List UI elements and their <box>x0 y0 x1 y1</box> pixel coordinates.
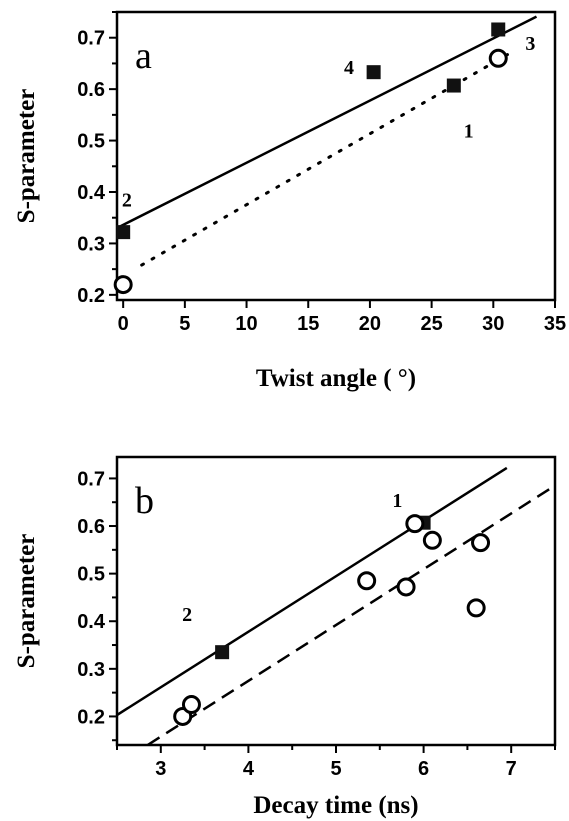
circle-point <box>471 533 491 553</box>
y-tick-label: 0.7 <box>77 468 105 490</box>
fit-line-dotted <box>140 50 514 267</box>
x-tick-label: 4 <box>243 758 255 780</box>
y-axis-title: S-parameter <box>13 89 40 224</box>
square-point <box>491 22 506 37</box>
square-point <box>446 78 461 93</box>
point-label: 2 <box>122 190 132 212</box>
y-tick-label: 0.3 <box>77 233 105 255</box>
square-point <box>366 65 381 80</box>
point-label: 4 <box>344 57 354 79</box>
y-tick-label: 0.2 <box>77 706 105 728</box>
y-tick-label: 0.7 <box>77 28 105 50</box>
circle-point <box>396 577 416 597</box>
x-tick-label: 0 <box>118 313 129 335</box>
fit-lines <box>117 466 555 745</box>
fit-line-solid <box>117 15 538 230</box>
circle-point <box>357 571 377 591</box>
point-label: 1 <box>392 490 402 512</box>
y-tick-label: 0.5 <box>77 131 105 153</box>
y-tick-label: 0.4 <box>77 182 106 204</box>
x-tick-label: 3 <box>155 758 166 780</box>
x-axis-title: Decay time (ns) <box>253 792 418 819</box>
panel-a-chart: 0 5 10 15 20 25 30 35 0.2 0.3 0.4 0.5 0.6 0.7 Twist an… <box>13 10 566 392</box>
fit-line-dashed <box>146 484 555 745</box>
circle-point <box>488 48 508 68</box>
square-point <box>116 225 131 240</box>
fit-lines <box>117 15 538 267</box>
y-tick-label: 0.3 <box>77 659 105 681</box>
fit-line-solid <box>117 466 508 717</box>
circle-point <box>181 695 201 715</box>
x-tick-label: 6 <box>418 758 429 780</box>
x-tick-label: 15 <box>297 313 319 335</box>
x-tick-label: 30 <box>482 313 504 335</box>
x-tick-label: 5 <box>179 313 190 335</box>
x-tick-label: 20 <box>359 313 381 335</box>
y-axis-title: S-parameter <box>13 534 40 669</box>
point-label: 3 <box>525 33 535 55</box>
x-tick-label: 10 <box>235 313 257 335</box>
x-tick-label: 5 <box>330 758 341 780</box>
y-tick-label: 0.4 <box>77 611 106 633</box>
x-tick-label: 35 <box>544 313 566 335</box>
y-tick-label: 0.6 <box>77 79 105 101</box>
plot-frame <box>115 10 557 302</box>
circle-point <box>466 598 486 618</box>
panel-letter: b <box>135 480 154 522</box>
y-tick-label: 0.5 <box>77 564 105 586</box>
panel-b-chart: 3 4 5 6 7 0.2 0.3 0.4 0.5 0.6 0.7 Decay time (ns) S-… <box>13 455 557 819</box>
y-tick-label: 0.6 <box>77 516 105 538</box>
x-axis-title: Twist angle ( °) <box>256 365 416 392</box>
circle-point <box>405 514 425 534</box>
point-label: 1 <box>464 120 474 142</box>
y-tick-label: 0.2 <box>77 285 105 307</box>
square-point <box>215 645 230 660</box>
circle-point <box>422 530 442 550</box>
panel-letter: a <box>135 35 152 77</box>
x-tick-label: 25 <box>420 313 442 335</box>
x-tick-label: 7 <box>506 758 517 780</box>
circle-point <box>113 275 133 295</box>
point-label: 2 <box>182 604 192 626</box>
